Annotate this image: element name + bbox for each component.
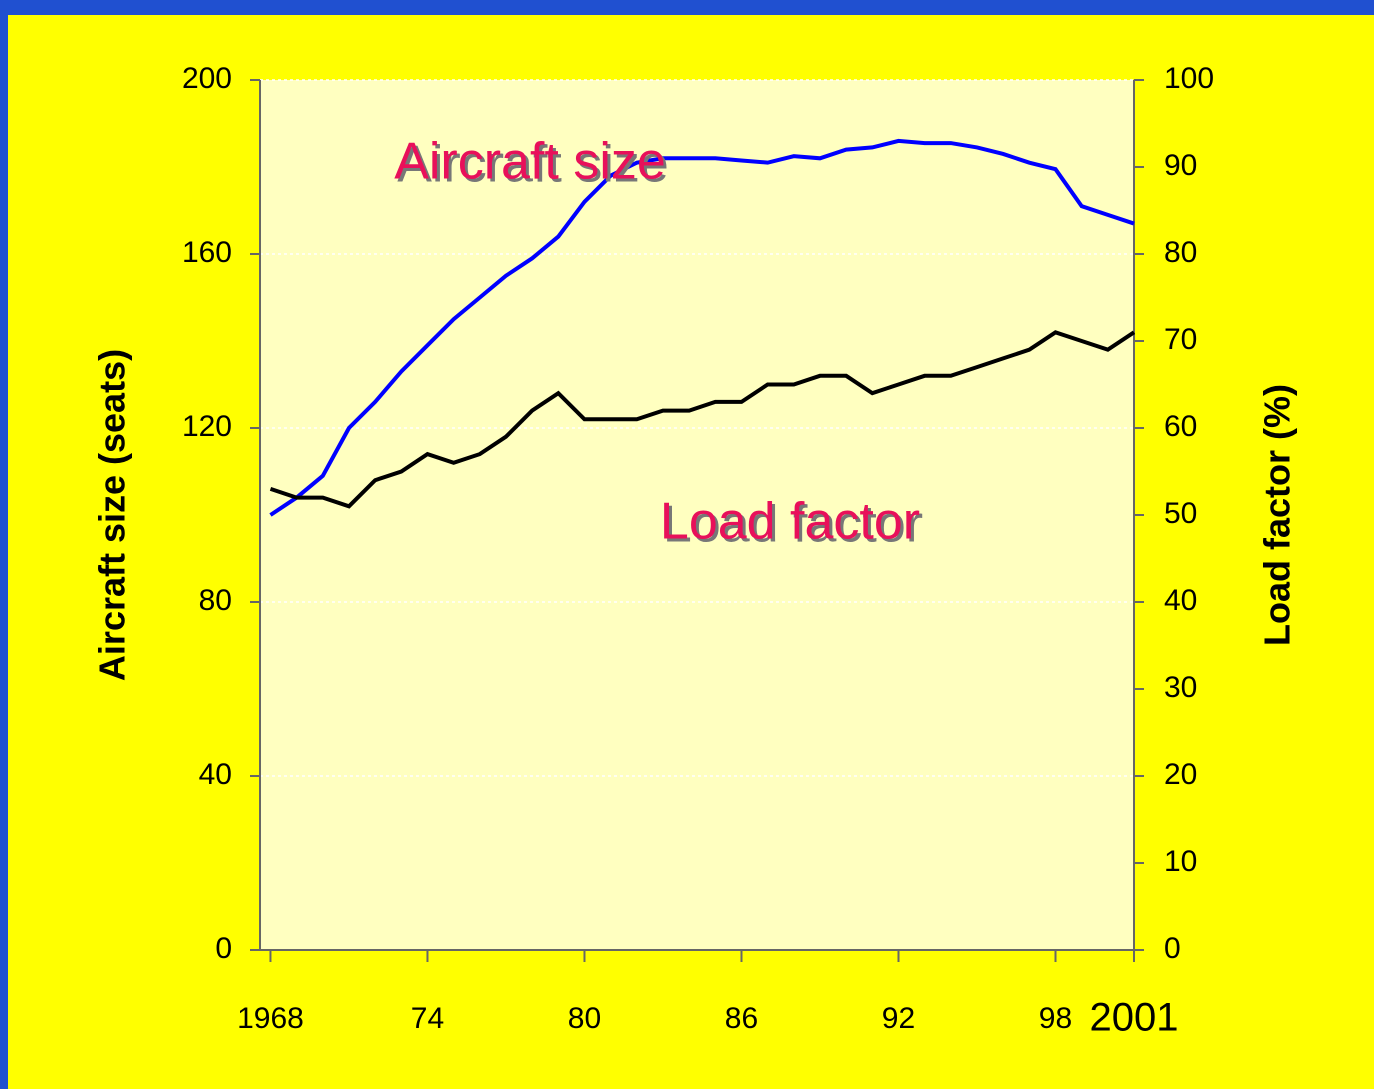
y2-tick-label: 0 [1164, 932, 1181, 965]
y-axis-label: Aircraft size (seats) [92, 349, 133, 681]
x-tick-label: 98 [1039, 1002, 1072, 1035]
plot-area [260, 80, 1134, 950]
y-tick-label: 200 [182, 62, 232, 95]
y2-tick-label: 100 [1164, 62, 1214, 95]
x-tick-label: 80 [568, 1002, 601, 1035]
y-tick-label: 120 [182, 410, 232, 443]
y-tick-label: 0 [215, 932, 232, 965]
annotation-shadow: Load factor [663, 496, 923, 554]
x-tick-label: 1968 [237, 1002, 304, 1035]
y2-tick-label: 20 [1164, 758, 1197, 791]
y2-tick-label: 70 [1164, 323, 1197, 356]
annotation: Load factor [660, 493, 920, 551]
x-tick-label: 86 [725, 1002, 758, 1035]
y2-tick-label: 30 [1164, 671, 1197, 704]
y-tick-label: 80 [199, 584, 232, 617]
x-tick-label: 74 [411, 1002, 444, 1035]
annotation: Aircraft size [394, 133, 666, 191]
x-tick-label: 92 [882, 1002, 915, 1035]
y-tick-label: 40 [199, 758, 232, 791]
y2-tick-label: 50 [1164, 497, 1197, 530]
line-series [269, 330, 1136, 509]
annotation-shadow: Aircraft size [397, 136, 669, 194]
x-tick-label: 2001 [1090, 996, 1179, 1040]
y2-tick-label: 10 [1164, 845, 1197, 878]
line-series [269, 138, 1135, 517]
y-tick-label: 160 [182, 236, 232, 269]
y2-tick-label: 90 [1164, 149, 1197, 182]
y2-tick-label: 80 [1164, 236, 1197, 269]
y2-tick-label: 40 [1164, 584, 1197, 617]
y2-axis-label: Load factor (%) [1257, 384, 1298, 646]
y2-tick-label: 60 [1164, 410, 1197, 443]
